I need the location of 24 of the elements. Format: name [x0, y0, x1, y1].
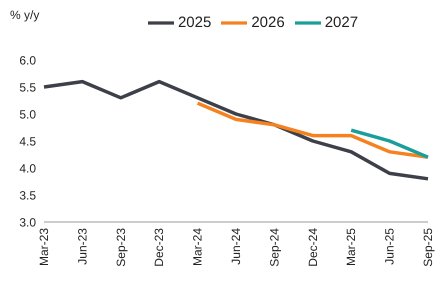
- y-tick-label: 3.0: [19, 215, 36, 230]
- x-tick-label: Jun-23: [75, 228, 90, 265]
- x-tick-label: Jun-24: [229, 228, 243, 265]
- x-tick-label: Sep-25: [421, 228, 435, 267]
- y-tick-label: 6.0: [19, 53, 36, 68]
- x-tick-label: Mar-23: [37, 228, 51, 266]
- x-tick-label: Mar-25: [344, 228, 358, 266]
- y-tick-label: 5.0: [19, 107, 36, 122]
- y-tick-label: 4.0: [19, 161, 36, 176]
- x-tick-label: Sep-23: [114, 228, 128, 267]
- legend-label: 2027: [324, 14, 358, 31]
- line-series: [42, 80, 430, 181]
- x-tick-label: Dec-24: [306, 228, 320, 267]
- line-series: [196, 101, 430, 159]
- x-tick-label: Dec-23: [152, 228, 166, 267]
- y-tick-label: 3.5: [19, 188, 36, 202]
- x-tick-label: Jun-25: [382, 228, 397, 265]
- x-tick-label: Mar-24: [190, 228, 205, 266]
- y-tick-label: 5.5: [19, 80, 36, 94]
- legend-label: 2026: [251, 14, 285, 31]
- y-tick-label: 4.5: [19, 134, 36, 148]
- x-tick-label: Sep-24: [267, 228, 282, 267]
- legend-label: 2025: [178, 14, 212, 31]
- y-axis-title: % y/y: [10, 8, 40, 22]
